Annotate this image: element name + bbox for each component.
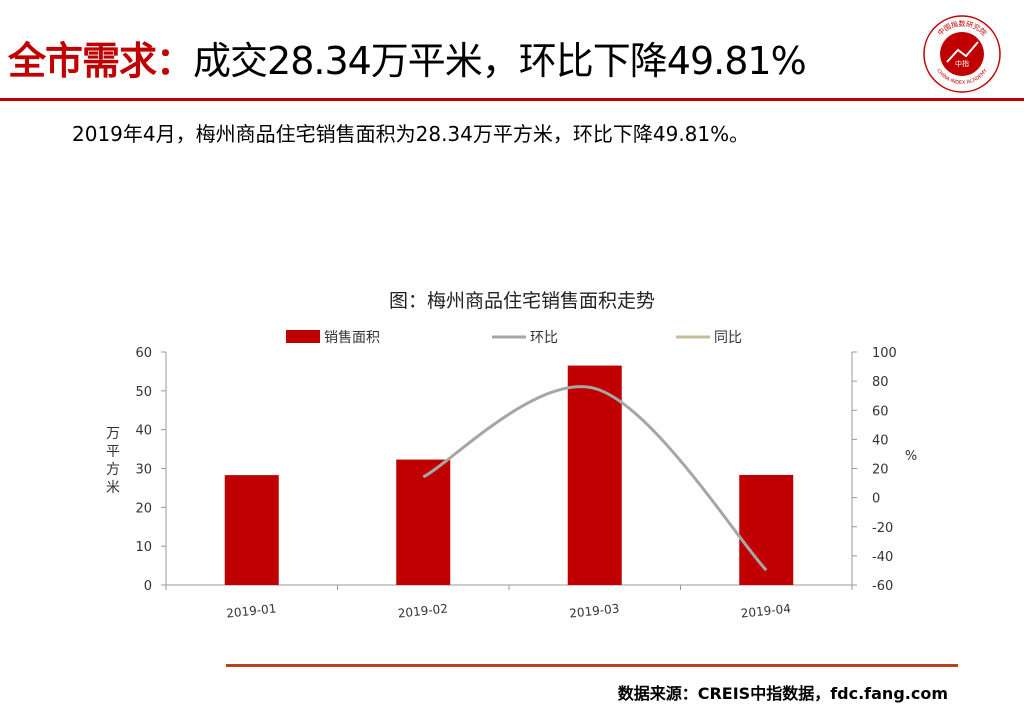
y-axis-label-char: 万 — [106, 426, 120, 442]
right-tick-label: 40 — [872, 433, 889, 448]
page-title-rest: 成交28.34万平米，环比下降49.81% — [193, 39, 807, 83]
right-tick-label: 60 — [872, 404, 889, 419]
legend-label-环比: 环比 — [530, 330, 558, 346]
x-tick-label: 2019-02 — [397, 601, 448, 620]
left-tick-label: 60 — [135, 346, 152, 361]
left-tick-label: 50 — [135, 385, 152, 400]
right-tick-label: 80 — [872, 375, 889, 390]
page-title-strong: 全市需求： — [8, 39, 194, 83]
footer-divider — [226, 664, 958, 667]
bar-2019-02 — [396, 459, 451, 585]
bar-2019-01 — [224, 475, 279, 585]
left-tick-label: 40 — [135, 424, 152, 439]
china-index-academy-seal-icon: 中国指数研究院 CHINA INDEX ACADEMY 中指 — [923, 15, 1001, 93]
y-axis-label-char: 平 — [106, 444, 120, 460]
left-tick-label: 0 — [144, 579, 152, 594]
left-tick-label: 10 — [135, 540, 152, 555]
data-source: 数据来源：CREIS中指数据，fdc.fang.com — [617, 684, 948, 703]
summary-text: 2019年4月，梅州商品住宅销售面积为28.34万平方米，环比下降49.81%。 — [72, 122, 750, 146]
page-title: 全市需求： 成交28.34万平米，环比下降49.81% — [8, 30, 807, 83]
title-divider — [0, 98, 1024, 101]
bar-2019-03 — [567, 365, 622, 585]
left-tick-label: 20 — [135, 501, 152, 516]
legend-swatch-销售面积 — [286, 330, 320, 343]
x-tick-label: 2019-04 — [740, 601, 791, 620]
line-series-环比 — [422, 385, 768, 572]
right-tick-label: -60 — [872, 579, 893, 594]
chart-title: 图：梅州商品住宅销售面积走势 — [388, 290, 655, 312]
x-tick-label: 2019-03 — [569, 601, 620, 620]
bar-2019-04 — [739, 474, 794, 585]
legend-label-销售面积: 销售面积 — [324, 330, 380, 346]
right-tick-label: 100 — [872, 346, 897, 361]
right-tick-label: 0 — [872, 492, 880, 507]
legend-label-同比: 同比 — [714, 330, 742, 346]
logo-text-center: 中指 — [955, 59, 969, 68]
x-tick-label: 2019-01 — [226, 601, 277, 620]
y2-axis-label: % — [905, 449, 917, 464]
y-axis-label-char: 方 — [106, 462, 120, 478]
right-tick-label: -20 — [872, 521, 893, 536]
right-tick-label: -40 — [872, 550, 893, 565]
y-axis-label-char: 米 — [106, 480, 120, 496]
left-tick-label: 30 — [135, 463, 152, 478]
sales-area-chart: 0 10 20 30 40 50 60 -60 -40 -20 0 20 40 60 80 100 万平方米% 2… — [106, 330, 917, 621]
right-tick-label: 20 — [872, 463, 889, 478]
